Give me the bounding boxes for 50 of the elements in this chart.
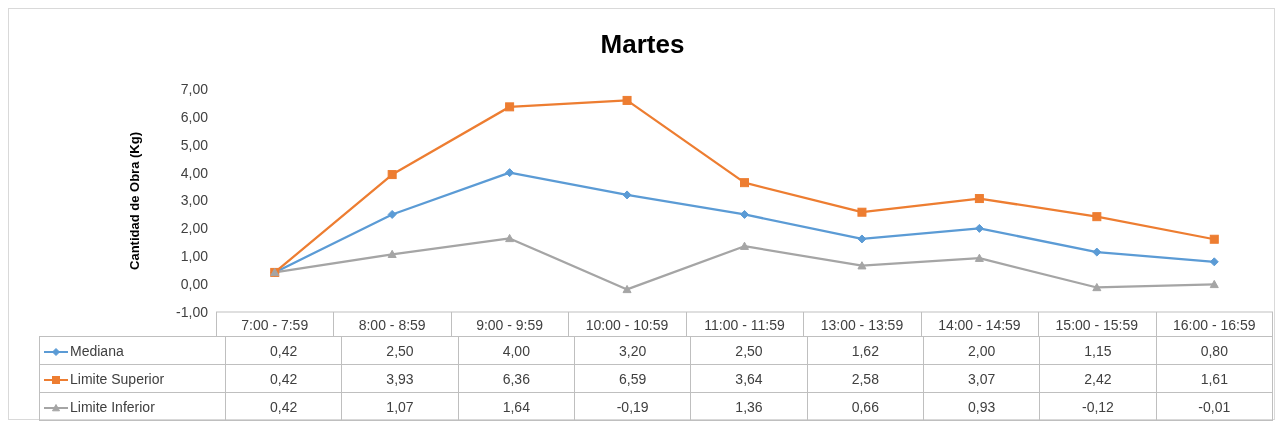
y-tick-label: 5,00	[180, 136, 209, 153]
data-label: 2,42	[1039, 364, 1157, 393]
y-tick-label: 4,00	[180, 164, 209, 181]
y-tick-label: 7,00	[180, 80, 209, 97]
y-tick-label: 3,00	[180, 192, 209, 209]
data-label: 3,07	[923, 364, 1040, 393]
x-tick-label: 9:00 - 9:59	[476, 316, 544, 333]
data-label: 0,42	[225, 392, 342, 421]
x-tick-label: 14:00 - 14:59	[938, 316, 1021, 333]
data-label: 1,36	[690, 392, 808, 421]
y-tick-label: 1,00	[180, 248, 209, 265]
data-label: 1,15	[1039, 336, 1157, 365]
chart-title: Martes	[599, 29, 686, 60]
data-label: 1,61	[1156, 364, 1273, 393]
data-label: 0,80	[1156, 336, 1273, 365]
data-label: 6,36	[458, 364, 575, 393]
x-tick-label: 8:00 - 8:59	[358, 316, 426, 333]
data-label: 0,42	[225, 336, 342, 365]
x-tick-label: 7:00 - 7:59	[241, 316, 309, 333]
data-label: 1,62	[807, 336, 924, 365]
data-label: 2,50	[690, 336, 808, 365]
data-label: 0,93	[923, 392, 1040, 421]
data-label: 3,20	[574, 336, 691, 365]
data-label: 2,50	[341, 336, 459, 365]
data-label: 6,59	[574, 364, 691, 393]
data-label: -0,01	[1156, 392, 1273, 421]
x-tick-label: 11:00 - 11:59	[704, 316, 785, 333]
y-tick-label: 0,00	[180, 276, 209, 293]
data-label: -0,19	[574, 392, 691, 421]
y-tick-label: 6,00	[180, 108, 209, 125]
x-tick-label: 15:00 - 15:59	[1055, 316, 1139, 333]
data-label: 1,64	[458, 392, 575, 421]
data-label: 2,00	[923, 336, 1040, 365]
x-tick-label: 16:00 - 16:59	[1173, 316, 1256, 333]
y-axis-title: Cantidad de Obra (Kg)	[126, 131, 142, 270]
legend-label: Mediana	[39, 336, 226, 365]
data-label: 0,66	[807, 392, 924, 421]
legend-label: Limite Inferior	[39, 392, 226, 421]
y-tick-label: 2,00	[180, 220, 209, 237]
x-tick-label: 10:00 - 10:59	[585, 316, 669, 333]
x-tick-label: 13:00 - 13:59	[820, 316, 904, 333]
data-label: 4,00	[458, 336, 575, 365]
data-label: -0,12	[1039, 392, 1157, 421]
data-label: 3,64	[690, 364, 808, 393]
data-label: 3,93	[341, 364, 459, 393]
data-label: 1,07	[341, 392, 459, 421]
legend-label: Limite Superior	[39, 364, 226, 393]
y-tick-label: -1,00	[176, 303, 209, 320]
data-label: 2,58	[807, 364, 924, 393]
data-label: 0,42	[225, 364, 342, 393]
